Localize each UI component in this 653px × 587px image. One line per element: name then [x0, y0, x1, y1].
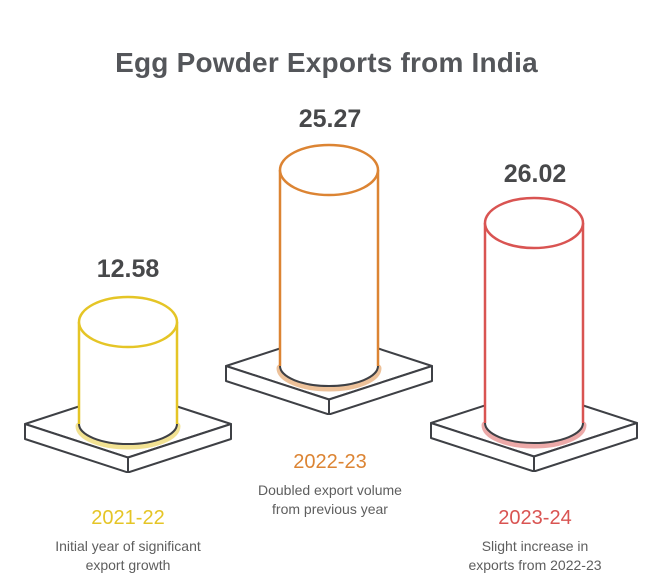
value-label: 26.02 [503, 160, 567, 188]
value-label: 12.58 [96, 255, 160, 283]
chart-title: Egg Powder Exports from India [115, 47, 538, 78]
category-label: 2022-23 [293, 451, 367, 473]
value-label: 25.27 [298, 105, 362, 133]
cylinder-glow [481, 421, 587, 449]
cylinder-body [79, 322, 177, 444]
cylinder-top [278, 143, 380, 197]
cylinder-sides [483, 223, 585, 423]
cylinder-glow [276, 364, 382, 392]
cylinder-sides [77, 322, 179, 424]
cylinder-top [483, 196, 585, 250]
isometric-cylinder-figure [225, 143, 433, 415]
cylinder-body [280, 170, 378, 386]
cylinder-top [77, 295, 179, 349]
isometric-cylinder-figure [430, 196, 638, 472]
platform [225, 331, 433, 415]
cylinder-sides [278, 170, 380, 366]
isometric-cylinder-figure [24, 295, 232, 473]
cylinder-glow [75, 422, 181, 450]
cylinder-bottom-edge [279, 365, 379, 387]
annotation-text: Doubled export volume from previous year [258, 482, 402, 517]
annotation-text: Slight increase in exports from 2022-23 [468, 538, 602, 573]
cylinder-bottom-edge [78, 423, 178, 445]
cylinder-body [485, 223, 583, 443]
category-label: 2021-22 [91, 507, 165, 529]
category-label: 2023-24 [498, 507, 572, 529]
annotation-text: Initial year of significant export growt… [55, 538, 201, 573]
cylinder-bottom-edge [484, 422, 584, 444]
